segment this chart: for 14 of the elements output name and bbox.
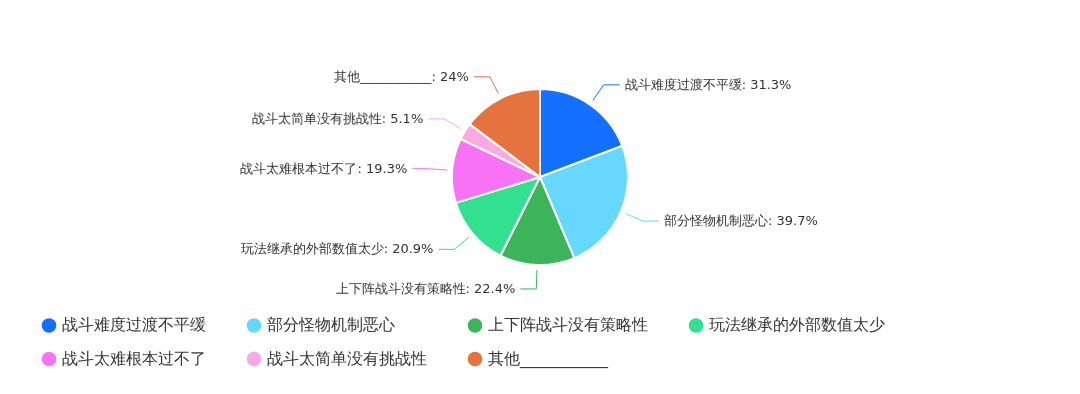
legend-label: 其他___________ (488, 349, 609, 369)
legend-label: 战斗难度过渡不平缓 (62, 315, 206, 335)
category-label: 上下阵战斗没有策略性: 22.4% (335, 280, 516, 296)
legend-label: 部分怪物机制恶心 (267, 315, 395, 335)
legend-label: 战斗太难根本过不了 (62, 349, 206, 368)
legend-label: 战斗太简单没有挑战性 (267, 349, 427, 368)
category-label: 战斗太简单没有挑战性: 5.1% (251, 110, 424, 126)
category-label: 部分怪物机制恶心: 39.7% (663, 213, 818, 229)
category-label: 战斗难度过渡不平缓: 31.3% (624, 76, 792, 92)
legend-label: 玩法继承的外部数值太少 (709, 315, 885, 335)
category-label: 玩法继承的外部数值太少: 20.9% (240, 241, 434, 257)
category-label: 战斗太难根本过不了: 19.3% (240, 160, 408, 176)
category-label: 其他___________: 24% (334, 68, 469, 84)
legend-label: 上下阵战斗没有策略性 (488, 315, 648, 335)
